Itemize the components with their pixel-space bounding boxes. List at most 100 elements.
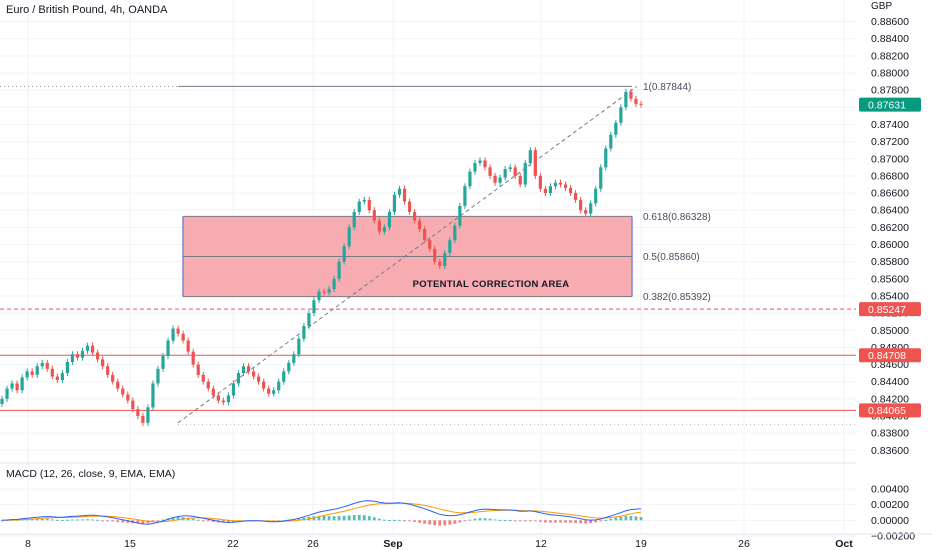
macd-histogram-bar: [584, 520, 588, 524]
price-tick-label: 0.86000: [871, 239, 909, 251]
candle-body: [493, 175, 497, 183]
macd-histogram-bar: [559, 520, 562, 523]
macd-histogram-bar: [357, 514, 361, 521]
candle-body: [201, 374, 205, 382]
macd-histogram-bar: [136, 520, 140, 524]
time-tick-label: 15: [124, 538, 136, 550]
time-tick-label: 26: [307, 538, 319, 550]
candle-body: [433, 248, 437, 262]
macd-histogram-bar: [81, 519, 84, 521]
time-tick-label: Oct: [835, 538, 853, 550]
candle-body: [70, 354, 75, 362]
candle-body: [45, 362, 49, 369]
macd-histogram-bar: [332, 516, 336, 521]
macd-histogram-bar: [554, 520, 557, 523]
price-tick-label: 0.83800: [871, 428, 909, 440]
candle-body: [418, 220, 422, 230]
candle-body: [90, 345, 95, 353]
time-tick-label: 19: [635, 538, 647, 550]
price-tick-label: 0.86400: [871, 205, 909, 217]
candle-body: [473, 163, 477, 172]
candle-body: [95, 352, 100, 360]
fib-label: 0.618(0.86328): [643, 212, 711, 223]
price-candles: [0, 88, 643, 426]
candle-body: [262, 381, 266, 389]
macd-line: [1, 500, 642, 525]
macd-histogram-bar: [604, 519, 608, 521]
candle-body: [312, 300, 316, 314]
time-tick-label: 22: [227, 538, 239, 550]
candle-body: [448, 240, 452, 254]
candle-body: [60, 373, 64, 380]
macd-histogram-bar: [533, 520, 537, 522]
macd-histogram-bar: [45, 518, 49, 521]
macd-histogram-bar: [639, 517, 643, 521]
candle-body: [146, 407, 150, 423]
macd-histogram-bar: [302, 517, 306, 521]
macd-histogram-bar: [523, 520, 527, 522]
candle-body: [584, 210, 588, 214]
candle-body: [563, 184, 568, 188]
candle-body: [131, 400, 135, 410]
macd-histogram-bar: [508, 520, 512, 522]
macd-histogram-bar: [609, 518, 613, 521]
price-label-bg: [859, 97, 921, 112]
candle-body: [116, 381, 120, 389]
candle-body: [267, 388, 271, 394]
candle-body: [402, 188, 407, 202]
time-tick-label: Sep: [383, 538, 402, 550]
macd-histogram-bar: [372, 517, 376, 521]
candle-body: [176, 328, 180, 334]
candle-body: [573, 193, 578, 200]
zone-label: POTENTIAL CORRECTION AREA: [413, 279, 570, 290]
macd-histogram-bar: [352, 515, 356, 521]
macd-tick-label: 0.00000: [871, 515, 909, 527]
macd-histogram-bar: [342, 515, 346, 521]
candle-body: [347, 227, 351, 247]
candle-body: [483, 160, 487, 168]
candle-body: [15, 383, 19, 391]
candle-body: [10, 383, 14, 389]
candle-body: [50, 368, 54, 377]
macd-histogram-bar: [297, 518, 301, 521]
macd-histogram-bar: [362, 515, 366, 521]
macd-histogram-bar: [71, 519, 74, 521]
fib-label: 0.382(0.85392): [643, 292, 711, 303]
macd-histogram-bar: [35, 518, 39, 521]
currency-label: GBP: [871, 1, 892, 12]
candle-body: [277, 381, 281, 391]
macd-histogram-bar: [121, 520, 125, 523]
macd-histogram-bar: [126, 520, 130, 523]
macd-histogram-bar: [488, 518, 492, 521]
price-tick-label: 0.87200: [871, 136, 909, 148]
macd-histogram-bar: [483, 518, 487, 521]
macd-histogram-bar: [312, 516, 316, 521]
macd-histogram-bar: [413, 520, 416, 522]
macd-histogram-bar: [403, 520, 406, 522]
macd-histogram-bar: [96, 519, 99, 521]
horizontal-levels: [0, 308, 856, 411]
macd-histogram-bar: [503, 519, 507, 521]
candle-body: [553, 182, 558, 187]
candle-body: [488, 167, 492, 176]
macd-histogram-bar: [388, 520, 391, 522]
macd-histogram-bar: [393, 519, 396, 521]
time-tick-label: 12: [535, 538, 547, 550]
macd-histogram-bar: [50, 519, 54, 521]
candle-body: [639, 103, 643, 105]
macd-histogram-bar: [141, 520, 145, 524]
macd-histogram-bar: [367, 516, 371, 521]
macd-histogram-bar: [544, 520, 547, 523]
candle-body: [412, 211, 417, 221]
candle-body: [181, 333, 185, 341]
candle-body: [367, 199, 371, 211]
price-tick-label: 0.84400: [871, 376, 909, 388]
candle-body: [246, 366, 251, 372]
macd-histogram-bar: [66, 519, 69, 521]
candle-body: [498, 177, 502, 183]
macd-signal-line: [2, 502, 642, 523]
price-tick-label: 0.88200: [871, 50, 909, 62]
candle-body: [85, 345, 90, 351]
macd-histogram-bar: [398, 519, 401, 521]
